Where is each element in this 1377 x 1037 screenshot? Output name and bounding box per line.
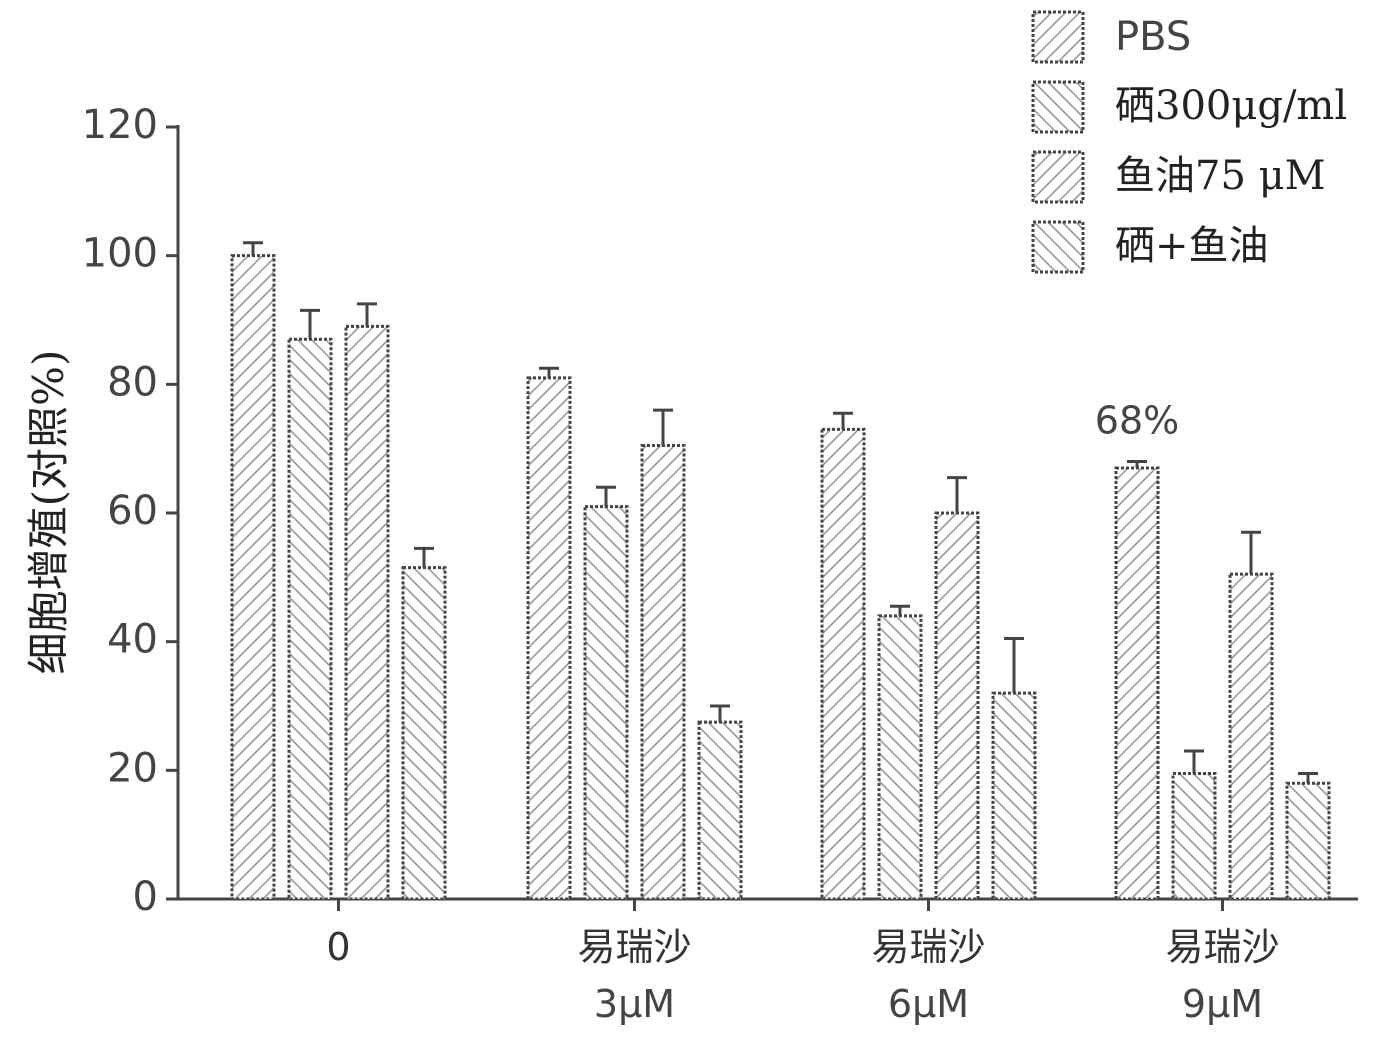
y-axis-label: 细胞增殖(对照%) bbox=[24, 350, 73, 675]
bars bbox=[230, 254, 1331, 901]
y-tick-label: 80 bbox=[107, 359, 158, 405]
x-category-label: 0 bbox=[326, 925, 350, 969]
x-category-sublabel: 3μM bbox=[594, 982, 675, 1026]
legend-swatch bbox=[1031, 150, 1085, 204]
y-tick-label: 100 bbox=[82, 231, 158, 277]
bar bbox=[526, 376, 572, 901]
y-tick-label: 40 bbox=[107, 617, 158, 663]
legend-swatch bbox=[1031, 80, 1085, 134]
bar bbox=[344, 324, 390, 901]
legend-swatch bbox=[1031, 220, 1085, 274]
bar bbox=[820, 427, 866, 901]
y-axis-ticks: 0 20 40 60 80 100 120 bbox=[82, 102, 178, 920]
legend-label: 硒300μg/ml bbox=[1115, 83, 1347, 129]
bar bbox=[640, 443, 686, 901]
y-tick-label: 0 bbox=[133, 874, 158, 920]
annotations: 68% bbox=[1095, 399, 1179, 443]
y-tick-label: 60 bbox=[107, 488, 158, 534]
bar bbox=[1114, 466, 1160, 901]
bar bbox=[1228, 572, 1274, 901]
x-category-sublabel: 9μM bbox=[1182, 982, 1263, 1026]
legend-label: PBS bbox=[1115, 14, 1191, 60]
legend-label: 硒+鱼油 bbox=[1115, 223, 1269, 269]
annotation-label: 68% bbox=[1095, 399, 1179, 443]
bar bbox=[401, 566, 447, 901]
legend-label: 鱼油75 μM bbox=[1115, 153, 1326, 199]
bar bbox=[697, 720, 743, 901]
x-category-sublabel: 6μM bbox=[888, 982, 969, 1026]
x-category-label: 易瑞沙 bbox=[871, 925, 985, 969]
legend: PBS 硒300μg/ml 鱼油75 μM 硒+鱼油 bbox=[1031, 10, 1347, 274]
bar bbox=[287, 337, 333, 901]
bar bbox=[877, 614, 923, 901]
x-axis-categories: 0 易瑞沙 3μM 易瑞沙 6μM 易瑞沙 9μM bbox=[326, 899, 1280, 1026]
error-bars bbox=[243, 241, 1318, 784]
bar bbox=[1285, 781, 1331, 901]
bar bbox=[230, 254, 276, 901]
y-tick-label: 20 bbox=[107, 745, 158, 791]
y-tick-label: 120 bbox=[82, 102, 158, 148]
bar bbox=[1171, 772, 1217, 901]
x-category-label: 易瑞沙 bbox=[577, 925, 691, 969]
bar bbox=[934, 511, 980, 901]
x-category-label: 易瑞沙 bbox=[1165, 925, 1279, 969]
legend-swatch bbox=[1031, 10, 1085, 64]
bar bbox=[991, 691, 1037, 901]
bar bbox=[583, 505, 629, 901]
